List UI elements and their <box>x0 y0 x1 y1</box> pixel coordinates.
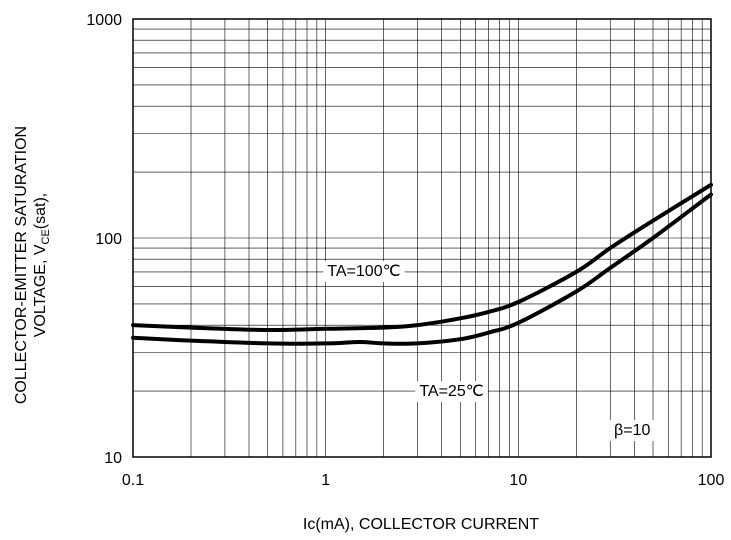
x-axis-title: Ic(mA), COLLECTOR CURRENT <box>303 516 539 533</box>
x-tick-label: 100 <box>698 472 725 489</box>
plot-area-border <box>132 18 712 458</box>
y-tick-label: 1000 <box>86 12 122 29</box>
y-axis-title-suffix: (sat), <box>32 193 49 229</box>
tick-labels: 0.1 1 10 100 10 100 1000 <box>86 12 724 489</box>
y-axis-title-subscript: CE <box>40 229 52 244</box>
y-axis-title: COLLECTOR-EMITTER SATURATION VOLTAGE, VC… <box>13 126 52 404</box>
annotation-background <box>610 420 655 442</box>
x-tick-label: 0.1 <box>122 472 144 489</box>
series-line-ta-100c <box>131 182 713 333</box>
series-line-ta-25c <box>131 192 713 346</box>
annotation-label: TA=100℃ <box>327 263 400 280</box>
y-tick-label: 100 <box>95 231 122 248</box>
annotation-label: β=10 <box>614 422 650 439</box>
y-axis-title-line1: COLLECTOR-EMITTER SATURATION <box>13 126 30 404</box>
y-tick-label: 10 <box>104 450 122 467</box>
y-axis-title-line2: VOLTAGE, VCE(sat), <box>32 193 52 338</box>
y-axis-title-prefix: VOLTAGE, V <box>32 244 49 337</box>
x-tick-label: 1 <box>321 472 330 489</box>
annotation-background <box>415 380 488 402</box>
annotation-label: TA=25℃ <box>419 383 483 400</box>
x-tick-label: 10 <box>509 472 527 489</box>
annotation-background <box>323 261 405 283</box>
annotations: TA=100℃ TA=25℃ β=10 <box>323 261 655 442</box>
series-group <box>131 182 713 346</box>
